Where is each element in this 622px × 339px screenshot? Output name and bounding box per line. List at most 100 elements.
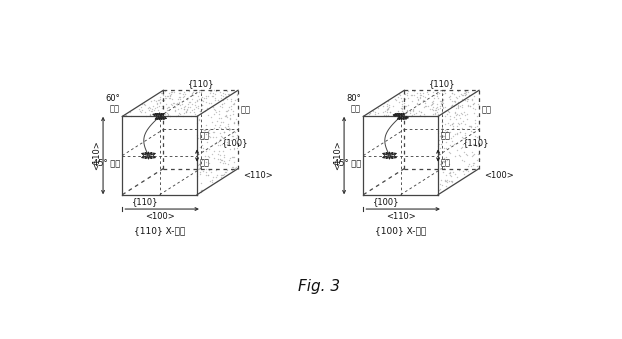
Point <box>154 96 164 102</box>
Text: {110}: {110} <box>429 79 455 88</box>
Point <box>445 172 455 177</box>
Point <box>157 104 167 109</box>
Point <box>391 98 401 103</box>
Point <box>200 127 210 133</box>
Point <box>179 113 188 118</box>
Point <box>437 109 447 115</box>
Point <box>165 113 175 119</box>
Point <box>228 164 238 170</box>
Point <box>396 105 406 111</box>
Point <box>180 103 190 108</box>
Point <box>399 88 409 94</box>
Point <box>403 95 413 101</box>
Point <box>434 90 444 96</box>
Point <box>409 89 419 94</box>
Point <box>461 151 471 156</box>
Point <box>470 107 480 112</box>
Point <box>231 133 241 138</box>
Point <box>416 92 426 98</box>
Point <box>206 170 216 175</box>
Point <box>205 155 215 160</box>
Point <box>437 182 447 187</box>
Point <box>452 131 462 136</box>
Point <box>440 113 450 118</box>
Point <box>466 154 476 159</box>
Point <box>177 101 187 106</box>
Point <box>459 171 469 177</box>
Point <box>440 158 450 164</box>
Point <box>208 88 218 93</box>
Point <box>445 116 455 121</box>
Point <box>193 162 203 167</box>
Point <box>201 159 211 165</box>
Point <box>383 105 393 111</box>
Point <box>210 97 220 103</box>
Point <box>225 156 234 161</box>
Point <box>460 137 470 142</box>
Text: {100}: {100} <box>221 138 248 147</box>
Point <box>408 108 418 114</box>
Point <box>382 104 392 109</box>
Point <box>163 105 173 110</box>
Point <box>203 172 213 177</box>
Point <box>179 106 188 111</box>
Point <box>450 154 460 159</box>
Point <box>221 167 231 173</box>
Point <box>465 124 475 129</box>
Point <box>206 101 216 106</box>
Point <box>438 106 448 111</box>
Point <box>229 146 239 151</box>
Point <box>435 182 445 187</box>
Point <box>217 141 227 147</box>
Point <box>174 95 184 100</box>
Point <box>465 104 475 109</box>
Point <box>379 112 389 117</box>
Point <box>446 174 456 179</box>
Point <box>159 97 169 103</box>
Point <box>179 93 188 98</box>
Point <box>457 125 466 130</box>
Point <box>470 89 480 95</box>
Point <box>171 101 181 107</box>
Point <box>220 92 230 97</box>
Point <box>469 151 479 157</box>
Point <box>192 173 202 179</box>
Text: {100} X-断面: {100} X-断面 <box>375 226 426 235</box>
Point <box>149 107 159 112</box>
Point <box>156 94 165 99</box>
Point <box>435 146 445 151</box>
Point <box>388 103 398 109</box>
Point <box>190 109 200 115</box>
Point <box>435 98 445 103</box>
Point <box>208 134 218 140</box>
Point <box>471 143 481 149</box>
Point <box>432 113 442 118</box>
Point <box>224 92 234 97</box>
Point <box>224 105 234 110</box>
Point <box>399 100 409 105</box>
Point <box>198 98 208 103</box>
Point <box>161 101 171 107</box>
Point <box>228 120 238 125</box>
Point <box>176 105 186 111</box>
Point <box>217 157 227 163</box>
Point <box>169 103 179 109</box>
Point <box>175 111 185 116</box>
Point <box>391 110 401 115</box>
Point <box>437 99 447 104</box>
Text: {100}: {100} <box>373 197 399 206</box>
Point <box>440 177 450 183</box>
Point <box>420 104 430 109</box>
Point <box>137 107 147 113</box>
Point <box>225 112 234 117</box>
Point <box>419 112 429 117</box>
Text: 耕旋: 耕旋 <box>481 105 491 114</box>
Point <box>455 129 465 135</box>
Point <box>440 127 450 133</box>
Point <box>139 101 149 106</box>
Point <box>460 90 470 95</box>
Point <box>160 93 170 99</box>
Point <box>202 122 211 128</box>
Point <box>194 116 204 122</box>
Point <box>216 157 226 162</box>
